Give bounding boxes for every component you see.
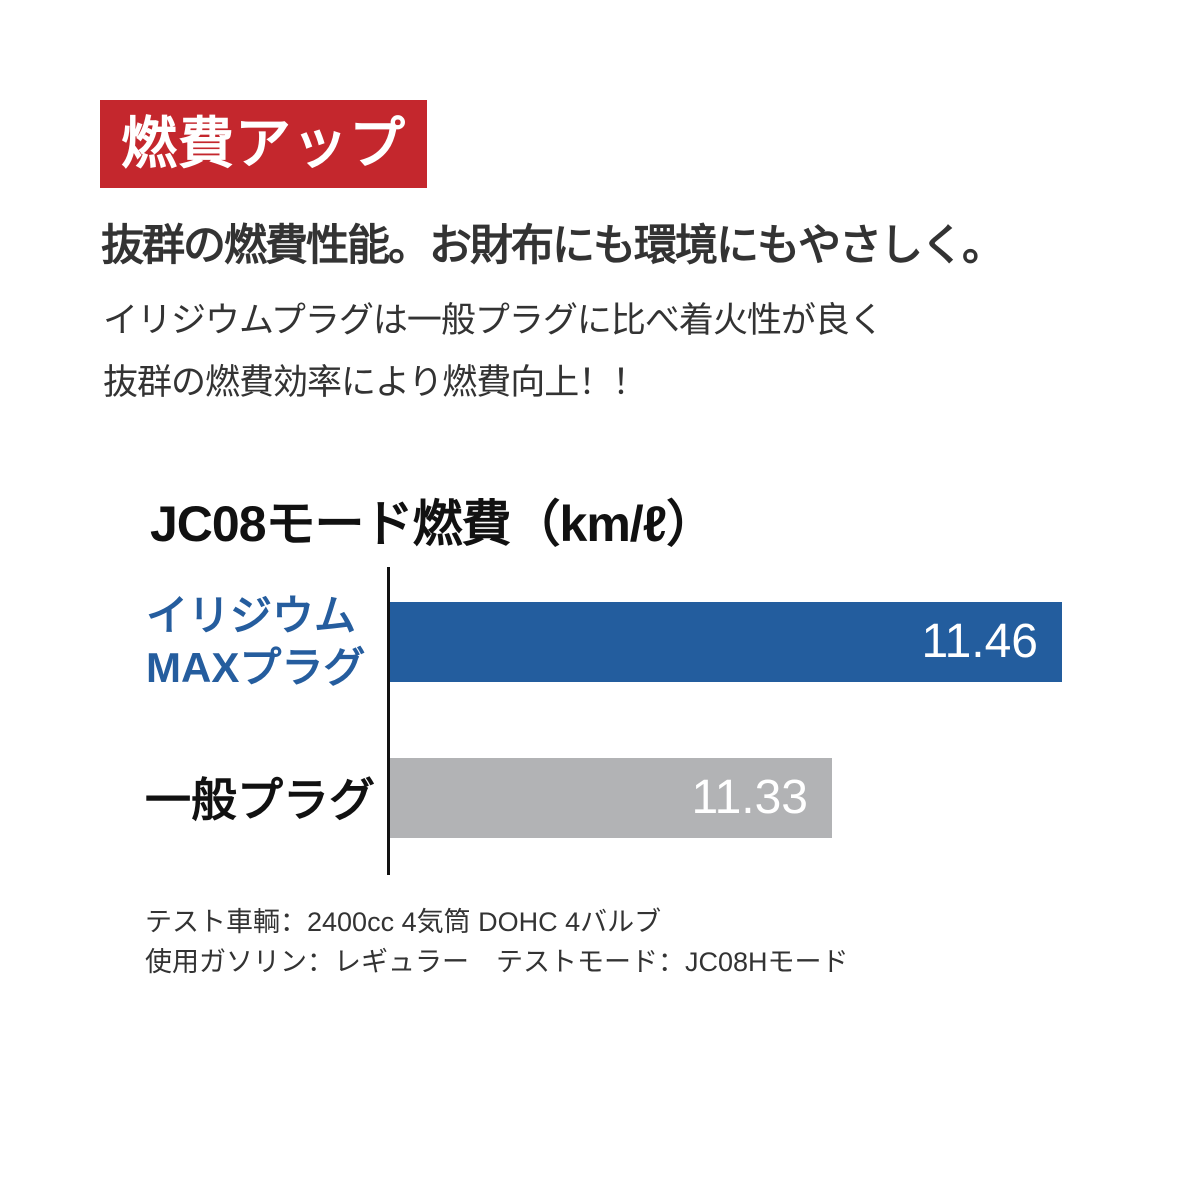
footer-note-line-1: テスト車輌：2400cc 4気筒 DOHC 4バルブ <box>145 907 662 937</box>
chart-axis-line <box>387 567 390 875</box>
fuel-up-badge-label: 燃費アップ <box>121 112 406 175</box>
footer-note-line-2: 使用ガソリン：レギュラー テストモード：JC08Hモード <box>145 947 849 977</box>
bar-value-iridium-max: 11.46 <box>921 615 1038 668</box>
body-text-line-2: 抜群の燃費効率により燃費向上！！ <box>103 363 647 402</box>
heading: 抜群の燃費性能。お財布にも環境にもやさしく。 <box>101 222 1005 270</box>
bar-standard-plug: 11.33 <box>390 758 832 838</box>
body-text-line-1: イリジウムプラグは一般プラグに比べ着火性が良く <box>103 301 884 340</box>
chart-title: JC08モード燃費（km/ℓ） <box>150 496 716 552</box>
fuel-up-badge: 燃費アップ <box>100 100 427 188</box>
bar-iridium-max-plug: 11.46 <box>390 602 1062 682</box>
bar-label-line-2: MAXプラグ <box>146 644 366 691</box>
bar-label-standard: 一般プラグ <box>145 774 375 826</box>
bar-label-iridium-max: イリジウム MAXプラグ <box>146 590 365 694</box>
bar-label-line-1: イリジウム <box>146 592 357 639</box>
bar-value-standard: 11.33 <box>691 771 808 824</box>
